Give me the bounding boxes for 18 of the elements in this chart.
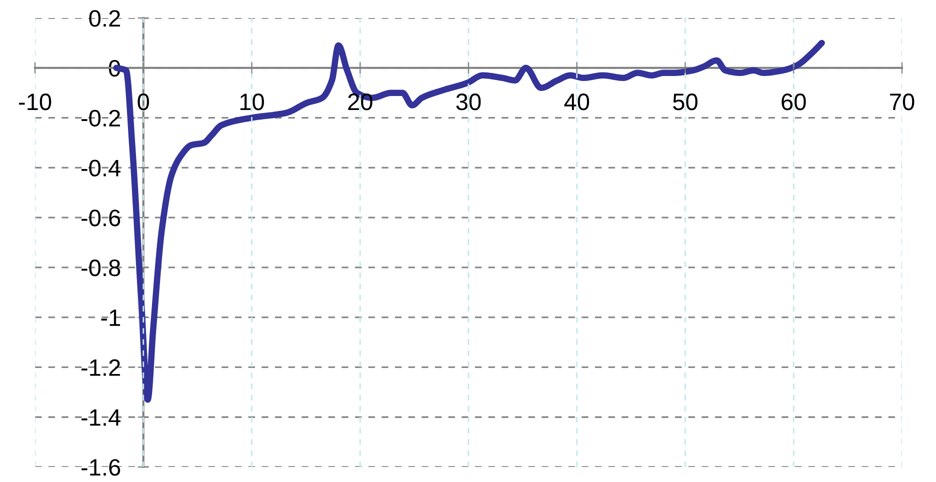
y-tick-label: 0.2 xyxy=(89,10,120,27)
x-tick-label: 70 xyxy=(890,94,914,110)
x-tick-label: 50 xyxy=(673,94,698,110)
x-tick-label: 0 xyxy=(138,94,150,110)
y-tick-label: -0.2 xyxy=(82,110,120,127)
y-tick-label: -0.4 xyxy=(82,160,120,176)
y-tick-label: -0.6 xyxy=(82,210,120,226)
x-tick-label: 60 xyxy=(782,94,806,110)
y-tick-label: -1.4 xyxy=(82,409,120,426)
y-tick-label: -0.8 xyxy=(82,260,120,276)
y-tick-label: -1.6 xyxy=(82,459,120,476)
x-tick-label: 10 xyxy=(240,94,264,110)
y-tick-label: -1.2 xyxy=(82,359,120,376)
x-tick-label: 30 xyxy=(456,94,481,110)
x-tick-label: -10 xyxy=(18,94,52,110)
x-tick-label: 20 xyxy=(348,94,372,110)
y-tick-label: -1 xyxy=(101,310,120,326)
x-tick-label: 40 xyxy=(564,94,590,110)
